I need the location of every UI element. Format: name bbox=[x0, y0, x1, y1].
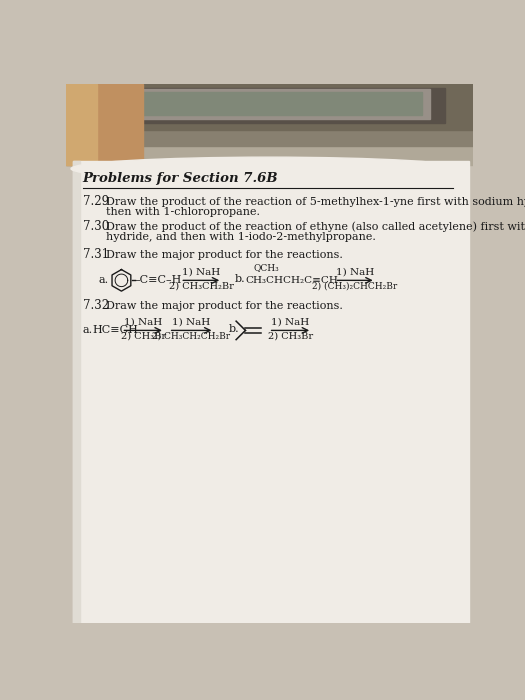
Text: Draw the major product for the reactions.: Draw the major product for the reactions… bbox=[106, 250, 343, 260]
Text: b.: b. bbox=[228, 324, 239, 334]
Bar bbox=[66, 84, 472, 146]
Text: 2) CH₃CH₂CH₂Br: 2) CH₃CH₂CH₂Br bbox=[152, 331, 230, 340]
Text: QCH₃: QCH₃ bbox=[254, 263, 280, 272]
Text: 7.31: 7.31 bbox=[82, 248, 109, 261]
Text: hydride, and then with 1-iodo-2-methylpropane.: hydride, and then with 1-iodo-2-methylpr… bbox=[106, 232, 376, 242]
Text: –C≡C–H: –C≡C–H bbox=[134, 275, 182, 286]
Text: 2) CH₃Br: 2) CH₃Br bbox=[121, 331, 166, 340]
Ellipse shape bbox=[71, 158, 466, 180]
Text: 7.32: 7.32 bbox=[82, 299, 109, 312]
Text: 7.30: 7.30 bbox=[82, 220, 109, 233]
Bar bbox=[89, 88, 445, 122]
Bar bbox=[104, 90, 430, 118]
Text: 1) NaH: 1) NaH bbox=[172, 318, 211, 327]
Text: 1) NaH: 1) NaH bbox=[124, 318, 162, 327]
Text: 1) NaH: 1) NaH bbox=[182, 268, 220, 277]
Text: b.: b. bbox=[235, 274, 245, 284]
Text: Draw the product of the reaction of ethyne (also called acetylene) first with so: Draw the product of the reaction of ethy… bbox=[106, 222, 525, 232]
Text: CH₃CHCH₂C≡CH: CH₃CHCH₂C≡CH bbox=[245, 276, 338, 285]
Bar bbox=[66, 84, 472, 165]
Bar bbox=[74, 161, 80, 623]
Bar bbox=[74, 161, 469, 623]
Text: 2) CH₃Br: 2) CH₃Br bbox=[268, 331, 313, 340]
Text: Problems for Section 7.6B: Problems for Section 7.6B bbox=[82, 172, 278, 185]
Text: 1) NaH: 1) NaH bbox=[271, 318, 310, 327]
Text: Draw the product of the reaction of 5-methylhex-1-yne first with sodium hydride,: Draw the product of the reaction of 5-me… bbox=[106, 197, 525, 207]
Bar bbox=[66, 84, 143, 165]
Text: then with 1-chloropropane.: then with 1-chloropropane. bbox=[106, 207, 260, 217]
Text: 1) NaH: 1) NaH bbox=[336, 268, 374, 277]
Bar bbox=[66, 84, 97, 165]
Text: HC≡CH: HC≡CH bbox=[93, 326, 139, 335]
Bar bbox=[66, 84, 472, 130]
Text: 7.29: 7.29 bbox=[82, 195, 109, 208]
Text: Draw the major product for the reactions.: Draw the major product for the reactions… bbox=[106, 301, 343, 311]
Bar bbox=[112, 92, 422, 115]
Text: a.: a. bbox=[82, 326, 93, 335]
Text: 2) (CH₃)₂CHCH₂Br: 2) (CH₃)₂CHCH₂Br bbox=[312, 281, 398, 290]
Text: 2) CH₃CH₂Br: 2) CH₃CH₂Br bbox=[169, 281, 234, 290]
Text: a.: a. bbox=[98, 275, 108, 286]
